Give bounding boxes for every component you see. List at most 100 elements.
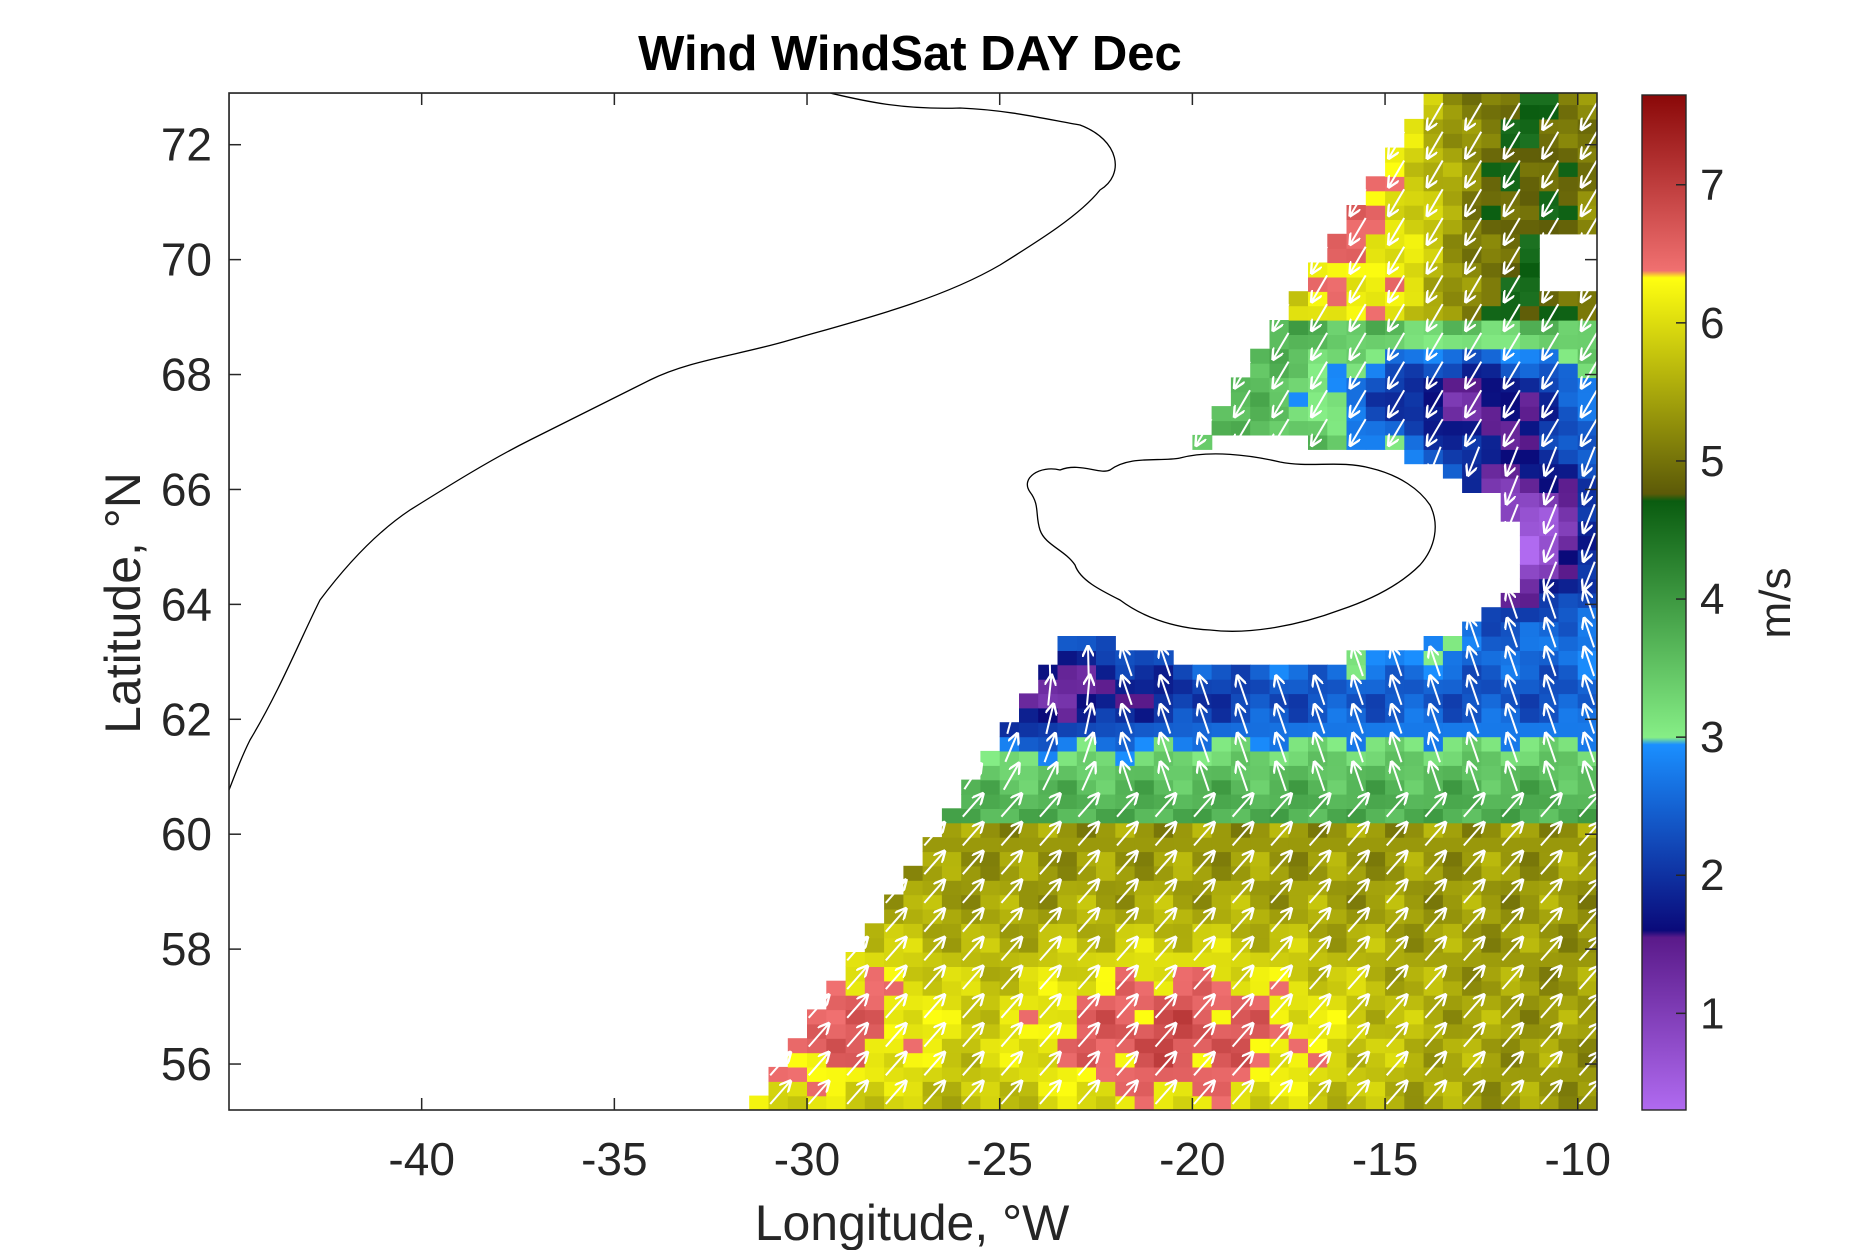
wind-speed-cell bbox=[1153, 664, 1174, 680]
wind-speed-cell bbox=[941, 1081, 962, 1097]
wind-vector-arrow bbox=[1507, 676, 1519, 706]
wind-speed-cell bbox=[1250, 1009, 1271, 1025]
wind-vector-arrow bbox=[1389, 361, 1406, 388]
wind-vector-arrow bbox=[962, 1024, 983, 1048]
wind-speed-cell bbox=[1442, 176, 1463, 192]
wind-vector-arrow bbox=[1385, 852, 1407, 875]
wind-speed-cell bbox=[1385, 722, 1405, 738]
wind-vector-arrow bbox=[1546, 619, 1557, 648]
wind-speed-cell bbox=[1327, 391, 1348, 407]
wind-vector-arrow bbox=[846, 1024, 867, 1048]
wind-speed-cell bbox=[1211, 851, 1232, 867]
wind-vector-arrow bbox=[1231, 967, 1253, 990]
wind-vector-arrow bbox=[1385, 995, 1407, 1019]
wind-vector-arrow bbox=[1273, 361, 1290, 388]
wind-speed-cell bbox=[1173, 822, 1193, 838]
wind-speed-cell bbox=[1019, 937, 1039, 953]
wind-speed-cell bbox=[1442, 463, 1463, 479]
wind-speed-cell bbox=[1211, 980, 1232, 996]
wind-speed-cell bbox=[1308, 334, 1328, 350]
wind-speed-cell bbox=[1250, 679, 1271, 695]
wind-speed-cell bbox=[1519, 147, 1540, 163]
wind-speed-cell bbox=[1173, 1095, 1193, 1110]
wind-speed-cell bbox=[1019, 995, 1039, 1011]
wind-speed-cell bbox=[1269, 693, 1290, 709]
wind-speed-cell bbox=[1442, 952, 1463, 967]
wind-speed-cell bbox=[1462, 363, 1482, 379]
wind-speed-cell bbox=[1365, 1023, 1386, 1039]
wind-speed-cell bbox=[1019, 1066, 1039, 1082]
wind-speed-cell bbox=[1481, 406, 1502, 422]
wind-speed-cell bbox=[1327, 722, 1348, 738]
wind-speed-cell bbox=[864, 1095, 885, 1110]
wind-vector-arrow bbox=[1154, 852, 1176, 875]
wind-vector-arrow bbox=[1199, 676, 1210, 706]
wind-speed-cell bbox=[1423, 133, 1444, 149]
wind-speed-cell bbox=[1404, 1066, 1425, 1082]
wind-vector-arrow bbox=[1270, 1053, 1291, 1076]
wind-vector-arrow bbox=[1048, 676, 1051, 706]
wind-speed-cell bbox=[1250, 750, 1271, 766]
wind-speed-cell bbox=[1250, 377, 1271, 393]
wind-vector-arrow bbox=[1000, 1082, 1021, 1105]
wind-speed-cell bbox=[1211, 966, 1232, 982]
wind-speed-cell bbox=[1519, 521, 1540, 537]
wind-speed-cell bbox=[1211, 822, 1232, 838]
wind-speed-cell bbox=[1134, 750, 1155, 766]
wind-speed-cell bbox=[1558, 449, 1579, 465]
wind-speed-cell bbox=[1519, 621, 1540, 637]
wind-speed-cell bbox=[1577, 147, 1597, 163]
wind-speed-cell bbox=[1519, 463, 1540, 479]
wind-vector-arrow bbox=[1116, 1053, 1137, 1076]
wind-vector-arrow bbox=[1154, 1082, 1176, 1105]
wind-speed-cell bbox=[1327, 923, 1348, 939]
wind-vector-arrow bbox=[1039, 938, 1060, 962]
wind-vector-arrow bbox=[1077, 1082, 1098, 1105]
wind-speed-cell bbox=[1519, 291, 1540, 307]
wind-speed-cell bbox=[1539, 779, 1560, 795]
wind-speed-cell bbox=[1539, 506, 1560, 522]
wind-speed-cell bbox=[1404, 1095, 1425, 1110]
greenland-landmass bbox=[229, 93, 1116, 791]
wind-speed-cell bbox=[1481, 363, 1502, 379]
wind-speed-cell bbox=[1423, 248, 1444, 264]
wind-speed-cell bbox=[1404, 808, 1425, 824]
wind-speed-cell bbox=[1481, 449, 1502, 465]
wind-speed-cell bbox=[980, 1023, 1001, 1039]
wind-speed-cell bbox=[903, 923, 924, 939]
wind-speed-cell bbox=[1519, 535, 1540, 551]
wind-speed-cell bbox=[1288, 1023, 1309, 1039]
wind-speed-cell bbox=[1558, 865, 1579, 881]
wind-speed-cell bbox=[1250, 420, 1271, 436]
wind-speed-cell bbox=[1500, 722, 1521, 738]
wind-speed-cell bbox=[1019, 779, 1039, 795]
wind-speed-cell bbox=[787, 1066, 808, 1082]
wind-vector-arrow bbox=[1543, 188, 1560, 215]
wind-vector-arrow bbox=[885, 1082, 906, 1105]
wind-vector-arrow bbox=[1385, 967, 1407, 990]
wind-speed-cell bbox=[1134, 880, 1155, 896]
wind-speed-cell bbox=[1096, 966, 1116, 982]
wind-speed-cell bbox=[1365, 794, 1386, 809]
wind-speed-cell bbox=[1442, 837, 1463, 853]
wind-speed-cell bbox=[1519, 348, 1540, 364]
wind-vector-arrow bbox=[1501, 995, 1522, 1019]
wind-speed-cell bbox=[1076, 650, 1097, 666]
wind-speed-cell bbox=[1153, 750, 1174, 766]
wind-speed-cell bbox=[1539, 564, 1560, 580]
wind-vector-arrow bbox=[1389, 188, 1406, 215]
wind-vector-arrow bbox=[1546, 705, 1557, 734]
wind-vector-arrow bbox=[1385, 909, 1407, 933]
wind-speed-cell bbox=[1211, 420, 1232, 436]
wind-speed-cell bbox=[1500, 118, 1521, 134]
wind-vector-arrow bbox=[1389, 418, 1406, 445]
wind-speed-cell bbox=[1404, 233, 1425, 249]
wind-speed-cell bbox=[1442, 822, 1463, 838]
wind-vector-arrow bbox=[1505, 102, 1521, 129]
wind-vector-arrow bbox=[1193, 995, 1214, 1019]
wind-speed-cell bbox=[1519, 995, 1540, 1011]
wind-vector-arrow bbox=[1507, 503, 1519, 532]
wind-vector-arrow bbox=[962, 823, 983, 847]
wind-speed-cell bbox=[980, 1052, 1001, 1068]
y-tick-label: 64 bbox=[161, 578, 212, 630]
